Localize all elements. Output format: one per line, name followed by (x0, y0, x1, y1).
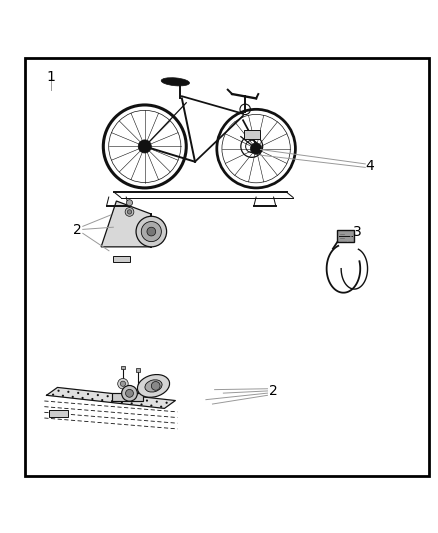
Circle shape (87, 393, 89, 395)
Text: 2: 2 (269, 384, 278, 398)
Circle shape (52, 393, 54, 396)
Bar (112, 393, 143, 401)
Text: 4: 4 (365, 159, 374, 173)
Circle shape (120, 381, 126, 386)
Circle shape (72, 396, 74, 398)
Ellipse shape (145, 380, 162, 392)
Circle shape (101, 399, 103, 401)
Circle shape (117, 396, 119, 398)
Text: 1: 1 (46, 70, 55, 84)
Circle shape (141, 403, 143, 406)
Circle shape (251, 143, 262, 154)
Circle shape (77, 392, 79, 394)
Circle shape (57, 390, 60, 392)
Bar (113, 256, 131, 262)
Circle shape (81, 397, 84, 399)
Circle shape (151, 382, 160, 390)
Circle shape (146, 399, 148, 402)
FancyBboxPatch shape (49, 410, 68, 417)
Circle shape (118, 378, 128, 389)
Circle shape (136, 216, 166, 247)
Circle shape (125, 207, 134, 216)
Ellipse shape (138, 375, 170, 397)
Circle shape (166, 402, 168, 404)
Circle shape (62, 394, 64, 397)
Circle shape (126, 390, 134, 397)
Circle shape (150, 405, 152, 407)
Circle shape (121, 401, 123, 403)
Circle shape (136, 398, 138, 401)
Circle shape (131, 402, 133, 405)
Text: 3: 3 (353, 225, 361, 239)
Bar (136, 368, 141, 372)
FancyBboxPatch shape (337, 230, 354, 242)
Circle shape (127, 210, 132, 214)
Circle shape (91, 398, 93, 400)
Circle shape (111, 400, 113, 402)
Circle shape (147, 227, 155, 236)
Circle shape (127, 200, 133, 206)
Bar (244, 130, 260, 139)
Circle shape (97, 394, 99, 396)
Polygon shape (46, 387, 175, 408)
Bar (121, 366, 125, 369)
Circle shape (155, 401, 158, 403)
Circle shape (122, 385, 138, 401)
Text: 2: 2 (73, 223, 81, 237)
Circle shape (67, 391, 70, 393)
Polygon shape (101, 201, 151, 247)
Circle shape (126, 397, 128, 399)
Ellipse shape (161, 78, 190, 86)
Circle shape (138, 140, 151, 153)
Circle shape (106, 395, 109, 397)
Circle shape (141, 222, 161, 241)
Circle shape (160, 406, 162, 408)
